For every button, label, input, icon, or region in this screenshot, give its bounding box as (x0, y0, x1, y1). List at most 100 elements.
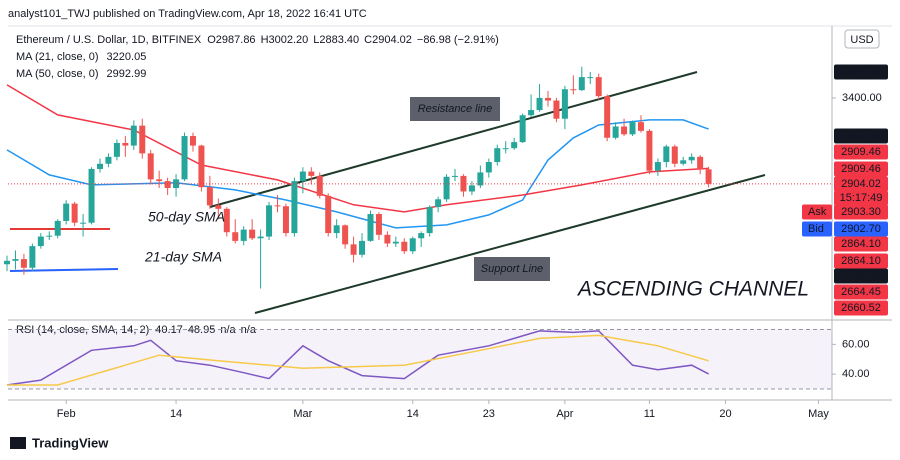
candle-body (342, 225, 349, 245)
candle-body (409, 238, 416, 252)
candle-body (105, 156, 112, 164)
candle-body (477, 172, 484, 186)
candle-body (528, 110, 535, 116)
candle-body (485, 162, 492, 173)
price-tag-label: 15:17:49 (840, 192, 883, 204)
candle-body (452, 175, 459, 177)
candle-body (587, 77, 594, 79)
support-line (254, 174, 766, 314)
x-tick-label: 23 (483, 408, 495, 420)
price-tag (834, 64, 888, 80)
candle-body (561, 89, 568, 119)
rsi-name: RSI (14, close, SMA, 14, 2) (16, 324, 149, 336)
candle-body (316, 175, 323, 196)
ma-line (6, 84, 709, 213)
price-tag-label: 2950.42 (841, 130, 881, 142)
legend-symbol: Ethereum / U.S. Dollar, 1D, BITFINEX (16, 34, 202, 46)
rsi-readout: 48.95 (188, 324, 216, 336)
candle-body (697, 156, 704, 169)
legend-ohlc: C2904.02 (364, 34, 412, 46)
x-tick-label: Feb (57, 408, 76, 420)
legend-ma-name: MA (50, close, 0) (16, 68, 99, 80)
support-box (474, 257, 550, 281)
y-tick-label: 3400.00 (842, 92, 882, 104)
currency-button[interactable] (844, 29, 880, 49)
candle-body (96, 163, 103, 169)
x-tick-label: 14 (170, 408, 182, 420)
legend-ohlc: H3002.20 (261, 34, 309, 46)
legend-ohlc: L2883.40 (313, 34, 359, 46)
candle-body (671, 146, 678, 164)
candle-body (113, 142, 120, 157)
candle-body (80, 222, 87, 224)
price-tag (834, 204, 888, 220)
candle-body (418, 233, 425, 239)
price-tag-label: 2748.82 (841, 270, 881, 282)
candle-body (578, 77, 585, 91)
price-tag (834, 190, 888, 206)
resistance-box (410, 97, 500, 121)
candle-body (612, 126, 619, 138)
candle-body (63, 203, 70, 221)
candle-body (291, 181, 298, 234)
candle-body (223, 208, 230, 233)
price-tag (834, 161, 888, 177)
candle-body (553, 100, 560, 119)
candle-body (570, 89, 577, 91)
price-tag (834, 176, 888, 192)
candle-body (637, 122, 644, 131)
candle-body (299, 171, 306, 182)
candle-body (621, 126, 628, 135)
candle-body (308, 171, 315, 176)
candle-body (46, 235, 53, 237)
rsi-line (7, 334, 709, 386)
candle-body (359, 240, 366, 255)
candle-body (443, 176, 450, 200)
candle-body (12, 259, 19, 261)
candle-body (71, 203, 78, 223)
price-tag-side-label: Ask (808, 206, 827, 218)
price-tag-side-label: Bid (808, 223, 824, 235)
candle-body (401, 241, 408, 252)
price-tag-side (802, 221, 832, 237)
legend-ohlc: O2987.86 (207, 34, 255, 46)
candle-body (654, 162, 661, 171)
legend-ma-value: 2992.99 (107, 68, 147, 80)
candle-body (181, 136, 188, 180)
candle-body (147, 153, 154, 180)
candle-body (494, 148, 501, 163)
price-tag-label: 2903.30 (841, 206, 881, 218)
candle-body (663, 146, 670, 163)
candle-body (122, 142, 129, 146)
price-tag (834, 128, 888, 144)
candle-body (502, 148, 509, 150)
candle-body (4, 260, 11, 265)
x-tick-label: 11 (644, 408, 655, 420)
rsi-tick-label: 60.00 (842, 338, 870, 350)
legend-ma-value: 3220.05 (107, 51, 147, 63)
candle-body (511, 142, 518, 149)
price-tag (834, 284, 888, 300)
price-tag-label: 2864.10 (841, 255, 881, 267)
price-tag (834, 236, 888, 252)
currency[interactable]: USD (850, 34, 873, 46)
price-tag-side (802, 204, 832, 220)
annotation: 21-day SMA (144, 249, 222, 265)
publisher: analyst101_TWJ published on TradingView.… (8, 8, 367, 20)
price-tag-label: 2904.02 (841, 178, 881, 190)
sma21-marker (9, 268, 119, 272)
price-tag-label: 2664.45 (841, 286, 881, 298)
x-tick-label: Apr (556, 408, 573, 420)
price-tag (834, 253, 888, 269)
candle-body (206, 187, 213, 206)
candle-body (37, 236, 44, 247)
candle-body (544, 97, 551, 101)
candle-body (435, 199, 442, 208)
candle-body (232, 232, 239, 241)
candle-body (595, 77, 602, 97)
candle-body (384, 234, 391, 244)
candle-body (460, 175, 467, 192)
x-tick-label: 14 (407, 408, 419, 420)
price-tag-label: 3567.39 (841, 66, 881, 78)
candle-body (130, 125, 137, 146)
